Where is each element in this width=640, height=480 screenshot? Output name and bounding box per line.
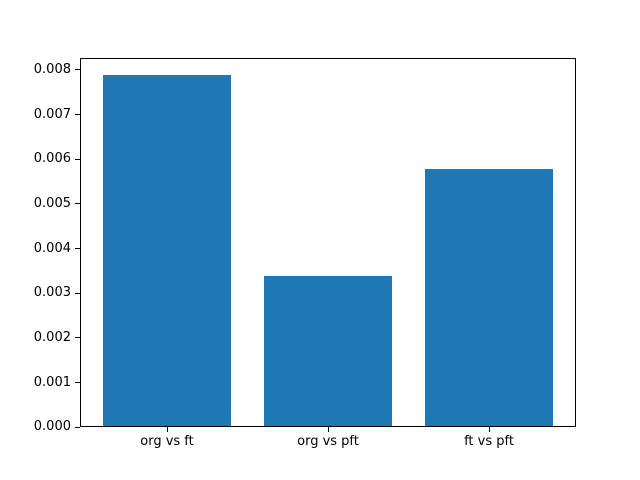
bar-2 xyxy=(263,275,393,428)
y-tick-label: 0.004 xyxy=(33,240,71,256)
y-tick-label: 0.005 xyxy=(33,195,71,211)
y-tick-mark xyxy=(75,337,80,339)
y-tick-mark xyxy=(75,158,80,160)
x-tick-label-3: ft vs pft xyxy=(464,434,514,450)
y-tick-mark xyxy=(75,248,80,249)
x-tick-mark xyxy=(327,427,329,433)
y-tick-mark xyxy=(75,114,80,115)
x-tick-label-2: org vs pft xyxy=(297,434,359,450)
y-tick-mark xyxy=(75,382,80,383)
y-tick-label: 0.000 xyxy=(33,419,71,435)
y-tick-label: 0.002 xyxy=(33,329,71,345)
y-tick-mark xyxy=(75,203,80,205)
y-tick-mark xyxy=(75,426,80,428)
y-tick-mark xyxy=(75,292,80,294)
bar-1 xyxy=(102,75,232,428)
y-tick-label: 0.008 xyxy=(33,61,71,77)
plot-frame xyxy=(80,57,576,428)
y-tick-label: 0.006 xyxy=(33,151,71,167)
y-tick-label: 0.007 xyxy=(33,106,71,122)
x-tick-mark xyxy=(166,427,168,433)
x-tick-label-1: org vs ft xyxy=(140,434,194,450)
y-tick-label: 0.003 xyxy=(33,285,71,301)
x-tick-mark xyxy=(488,427,490,433)
bar-3 xyxy=(424,169,554,428)
y-tick-label: 0.001 xyxy=(33,374,71,390)
y-tick-mark xyxy=(75,69,80,71)
